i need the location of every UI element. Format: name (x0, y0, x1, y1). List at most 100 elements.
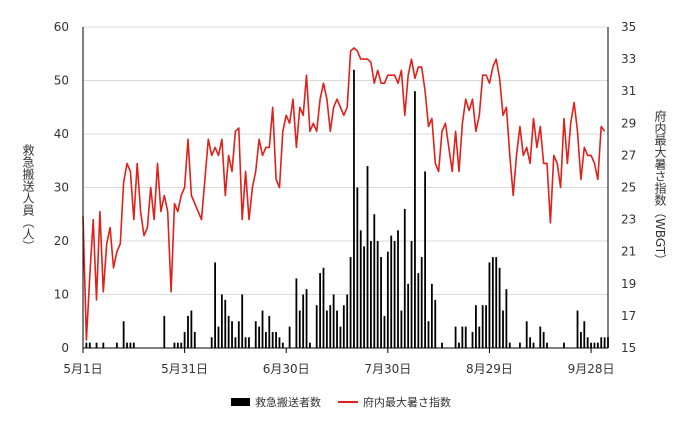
bar (339, 326, 342, 348)
right-tick-label: 27 (621, 148, 636, 162)
bar (231, 321, 233, 348)
x-tick-label: 7月30日 (364, 362, 411, 376)
bar (546, 342, 548, 348)
bar (417, 273, 420, 348)
bar (281, 342, 284, 348)
bar (373, 214, 376, 348)
bar (593, 342, 596, 348)
bar (102, 342, 105, 348)
bar (85, 342, 88, 348)
bar (258, 326, 261, 348)
bar (241, 294, 244, 348)
bar (495, 257, 498, 348)
bar (278, 337, 281, 348)
bar (488, 262, 491, 348)
bar (420, 257, 423, 348)
right-tick-label: 29 (621, 116, 636, 130)
bar (271, 331, 274, 348)
right-tick-label: 33 (621, 52, 636, 66)
left-tick-label: 20 (54, 234, 69, 248)
left-tick-label: 0 (61, 341, 69, 355)
bar (383, 315, 386, 348)
bar (498, 267, 501, 348)
bar (288, 326, 291, 348)
bar (403, 208, 406, 348)
bar (183, 331, 186, 348)
bar (434, 299, 437, 348)
bar (390, 235, 393, 348)
bar (441, 342, 443, 348)
bar (366, 166, 369, 348)
right-tick-label: 23 (621, 213, 636, 227)
bar (180, 342, 183, 348)
line-series (82, 47, 606, 341)
bar (586, 337, 589, 348)
bar (475, 305, 477, 348)
right-tick-label: 17 (621, 309, 636, 323)
bar (529, 337, 531, 348)
bar (227, 315, 230, 348)
bar (237, 321, 240, 348)
bar (539, 326, 542, 348)
x-axis-ticks: 5月1日 5月31日 6月30日 7月30日 8月29日 9月28日 (63, 348, 615, 376)
bar (356, 187, 359, 348)
bar (298, 310, 301, 348)
bar (353, 69, 355, 349)
legend-line-label: 府内最大暑さ指数 (363, 395, 451, 409)
right-tick-label: 19 (621, 277, 636, 291)
bar (309, 342, 311, 348)
bar (600, 337, 603, 348)
bar (234, 337, 237, 348)
bar (193, 331, 196, 348)
left-tick-label: 50 (54, 74, 69, 88)
bar (525, 321, 528, 348)
bar (217, 326, 220, 348)
bar (336, 310, 338, 348)
bar (430, 283, 433, 348)
bar (268, 315, 271, 348)
bar (397, 230, 399, 348)
bar (342, 305, 345, 348)
bar (400, 310, 403, 348)
bar (583, 321, 586, 348)
bar (163, 315, 166, 348)
bar (305, 289, 308, 348)
bar (265, 331, 267, 348)
right-tick-label: 21 (621, 245, 636, 259)
bar (596, 342, 599, 348)
bar (458, 342, 460, 348)
bar (563, 342, 565, 348)
wbgt-line (82, 47, 606, 341)
bar (346, 294, 349, 348)
left-tick-label: 10 (54, 288, 69, 302)
bar (220, 294, 223, 348)
bar (471, 331, 474, 348)
bar (275, 331, 277, 348)
axes (82, 27, 609, 349)
bar (590, 342, 592, 348)
bar (508, 342, 511, 348)
bar (322, 267, 325, 348)
bar (173, 342, 176, 348)
x-tick-label: 5月31日 (161, 362, 208, 376)
bar (464, 326, 467, 348)
legend-bar-swatch (231, 398, 250, 406)
bar (542, 331, 545, 348)
bar (126, 342, 128, 348)
bar (224, 299, 227, 348)
bar (254, 321, 257, 348)
bar (363, 246, 366, 348)
bar (576, 310, 579, 348)
right-tick-label: 31 (621, 84, 636, 98)
bar (603, 337, 606, 348)
bar (210, 337, 213, 348)
right-tick-label: 25 (621, 181, 636, 195)
bar (502, 310, 504, 348)
x-tick-label: 5月1日 (63, 362, 102, 376)
bar (386, 251, 389, 348)
bar (461, 326, 464, 348)
bar (481, 305, 484, 348)
bar (505, 289, 508, 348)
bar (248, 337, 250, 348)
